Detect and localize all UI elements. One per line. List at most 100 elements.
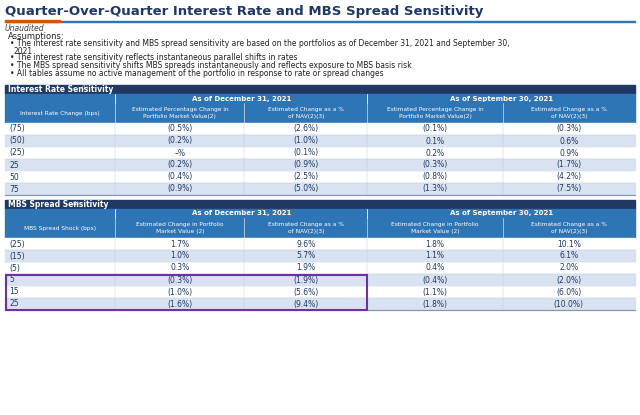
Text: 5: 5 <box>9 276 14 285</box>
Text: (75): (75) <box>9 124 25 134</box>
Text: (1.3%): (1.3%) <box>422 185 447 193</box>
Text: 1.1%: 1.1% <box>426 251 444 261</box>
Bar <box>5 250 635 262</box>
Text: 5.7%: 5.7% <box>296 251 316 261</box>
Text: As of September 30, 2021: As of September 30, 2021 <box>449 95 553 102</box>
Text: Estimated Change as a %
of NAV(2)(3): Estimated Change as a % of NAV(2)(3) <box>531 222 607 234</box>
Text: MBS Spread Sensitivity: MBS Spread Sensitivity <box>8 200 109 209</box>
Text: (0.5%): (0.5%) <box>167 124 193 134</box>
Text: • The interest rate sensitivity and MBS spread sensitivity are based on the port: • The interest rate sensitivity and MBS … <box>10 39 509 48</box>
Text: (1.6%): (1.6%) <box>167 300 193 308</box>
Text: (0.2%): (0.2%) <box>167 161 193 169</box>
Bar <box>5 85 635 94</box>
Text: (1.8%): (1.8%) <box>422 300 447 308</box>
Text: As of December 31, 2021: As of December 31, 2021 <box>191 95 291 102</box>
Bar <box>5 159 635 171</box>
Text: 2.0%: 2.0% <box>559 264 579 273</box>
Text: 0.9%: 0.9% <box>559 149 579 158</box>
Text: Interest Rate Sensitivity: Interest Rate Sensitivity <box>8 85 113 94</box>
Text: 9.6%: 9.6% <box>296 239 316 249</box>
Text: 1.0%: 1.0% <box>170 251 189 261</box>
Bar <box>5 135 635 147</box>
Text: (0.3%): (0.3%) <box>422 161 447 169</box>
Text: (5): (5) <box>9 264 20 273</box>
Text: (1.1%): (1.1%) <box>422 288 447 296</box>
Bar <box>5 209 635 218</box>
Text: (25): (25) <box>9 149 24 158</box>
Bar <box>5 123 635 135</box>
Text: (2.5%): (2.5%) <box>293 173 318 181</box>
Text: Estimated Change in Portfolio
Market Value (2): Estimated Change in Portfolio Market Val… <box>136 222 223 234</box>
Bar <box>5 274 635 286</box>
Text: 0.4%: 0.4% <box>426 264 445 273</box>
Text: 0.1%: 0.1% <box>426 137 445 146</box>
Bar <box>5 171 635 183</box>
Bar <box>5 200 635 209</box>
Text: Assumptions:: Assumptions: <box>8 32 65 41</box>
Text: 25: 25 <box>9 300 19 308</box>
Bar <box>5 20 60 22</box>
Bar <box>5 262 635 274</box>
Text: (0.9%): (0.9%) <box>293 161 319 169</box>
Text: (4.2%): (4.2%) <box>556 173 581 181</box>
Text: (0.4%): (0.4%) <box>167 173 193 181</box>
Bar <box>5 286 635 298</box>
Text: • The MBS spread sensitivity shifts MBS spreads instantaneously and reflects exp: • The MBS spread sensitivity shifts MBS … <box>10 61 412 70</box>
Bar <box>5 298 635 310</box>
Text: (5.6%): (5.6%) <box>293 288 319 296</box>
Bar <box>5 21 635 22</box>
Text: (7.5%): (7.5%) <box>556 185 582 193</box>
Text: (9.4%): (9.4%) <box>293 300 319 308</box>
Text: (0.1%): (0.1%) <box>293 149 318 158</box>
Text: Estimated Percentage Change in
Portfolio Market Value(2): Estimated Percentage Change in Portfolio… <box>131 107 228 119</box>
Bar <box>5 183 635 195</box>
Text: Estimated Change as a %
of NAV(2)(3): Estimated Change as a % of NAV(2)(3) <box>531 107 607 119</box>
Text: MBS Spread Shock (bps): MBS Spread Shock (bps) <box>24 225 96 230</box>
Bar <box>5 147 635 159</box>
Text: (1.7%): (1.7%) <box>556 161 581 169</box>
Text: (0.1%): (0.1%) <box>422 124 447 134</box>
Text: (50): (50) <box>9 137 25 146</box>
Text: 75: 75 <box>9 185 19 193</box>
Text: 10.1%: 10.1% <box>557 239 580 249</box>
Text: (0.3%): (0.3%) <box>556 124 582 134</box>
Bar <box>5 238 635 250</box>
Text: 1.7%: 1.7% <box>170 239 189 249</box>
Text: As of December 31, 2021: As of December 31, 2021 <box>191 210 291 217</box>
Text: (1.0%): (1.0%) <box>293 137 318 146</box>
Text: (2.6%): (2.6%) <box>293 124 318 134</box>
Bar <box>5 218 635 238</box>
Text: (1): (1) <box>82 85 88 90</box>
Text: Quarter-Over-Quarter Interest Rate and MBS Spread Sensitivity: Quarter-Over-Quarter Interest Rate and M… <box>5 5 483 18</box>
Text: (0.2%): (0.2%) <box>167 137 193 146</box>
Text: 0.6%: 0.6% <box>559 137 579 146</box>
Text: (0.8%): (0.8%) <box>422 173 447 181</box>
Text: (6.0%): (6.0%) <box>556 288 582 296</box>
Text: Interest Rate Change (bps): Interest Rate Change (bps) <box>20 110 100 115</box>
Text: 2021: 2021 <box>14 46 33 56</box>
Text: As of September 30, 2021: As of September 30, 2021 <box>449 210 553 217</box>
Bar <box>6 274 367 310</box>
Text: (0.4%): (0.4%) <box>422 276 447 285</box>
Text: 15: 15 <box>9 288 19 296</box>
Text: • All tables assume no active management of the portfolio in response to rate or: • All tables assume no active management… <box>10 68 383 78</box>
Text: • The interest rate sensitivity reflects instantaneous parallel shifts in rates: • The interest rate sensitivity reflects… <box>10 54 298 63</box>
Text: (10.0%): (10.0%) <box>554 300 584 308</box>
Text: Estimated Change in Portfolio
Market Value (2): Estimated Change in Portfolio Market Val… <box>391 222 479 234</box>
Text: Estimated Percentage Change in
Portfolio Market Value(2): Estimated Percentage Change in Portfolio… <box>387 107 483 119</box>
Text: (2.0%): (2.0%) <box>556 276 581 285</box>
Text: Estimated Change as a %
of NAV(2)(3): Estimated Change as a % of NAV(2)(3) <box>268 107 344 119</box>
Text: (0.9%): (0.9%) <box>167 185 193 193</box>
Text: (25): (25) <box>9 239 24 249</box>
Text: 6.1%: 6.1% <box>559 251 579 261</box>
Text: (0.3%): (0.3%) <box>167 276 193 285</box>
Text: Estimated Change as a %
of NAV(2)(3): Estimated Change as a % of NAV(2)(3) <box>268 222 344 234</box>
Text: 1.9%: 1.9% <box>296 264 316 273</box>
Text: (1): (1) <box>73 200 80 205</box>
Text: 0.3%: 0.3% <box>170 264 189 273</box>
Text: 50: 50 <box>9 173 19 181</box>
Text: 1.8%: 1.8% <box>426 239 444 249</box>
Bar <box>5 103 635 123</box>
Text: 25: 25 <box>9 161 19 169</box>
Bar <box>5 94 635 103</box>
